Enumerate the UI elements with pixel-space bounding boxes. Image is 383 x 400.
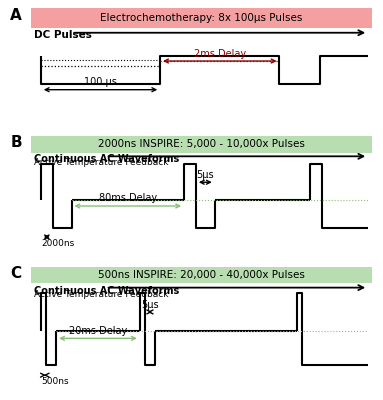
Text: Active Temperature Feedback: Active Temperature Feedback (34, 158, 169, 168)
Text: 20ms Delay: 20ms Delay (69, 326, 127, 336)
Text: Active Temperature Feedback: Active Temperature Feedback (34, 290, 169, 299)
Text: Electrochemotherapy: 8x 100μs Pulses: Electrochemotherapy: 8x 100μs Pulses (100, 13, 302, 23)
Text: Continuous AC Waveforms: Continuous AC Waveforms (34, 154, 179, 164)
Text: 5μs: 5μs (196, 170, 214, 180)
Text: B: B (10, 136, 22, 150)
Text: A: A (10, 8, 22, 22)
Text: 500ns: 500ns (41, 377, 69, 386)
FancyBboxPatch shape (31, 267, 372, 284)
FancyBboxPatch shape (31, 136, 372, 153)
Text: 2000ns INSPIRE: 5,000 - 10,000x Pulses: 2000ns INSPIRE: 5,000 - 10,000x Pulses (98, 140, 304, 150)
Text: DC Pulses: DC Pulses (34, 30, 92, 40)
FancyBboxPatch shape (31, 8, 372, 28)
Text: 5μs: 5μs (141, 300, 159, 310)
Text: 100 μs: 100 μs (84, 77, 117, 87)
Text: 2ms Delay: 2ms Delay (194, 49, 246, 59)
Text: C: C (10, 266, 21, 281)
Text: 2000ns: 2000ns (41, 239, 74, 248)
Text: 80ms Delay: 80ms Delay (99, 193, 157, 203)
Text: 500ns INSPIRE: 20,000 - 40,000x Pulses: 500ns INSPIRE: 20,000 - 40,000x Pulses (98, 270, 304, 280)
Text: Continuous AC Waveforms: Continuous AC Waveforms (34, 286, 179, 296)
